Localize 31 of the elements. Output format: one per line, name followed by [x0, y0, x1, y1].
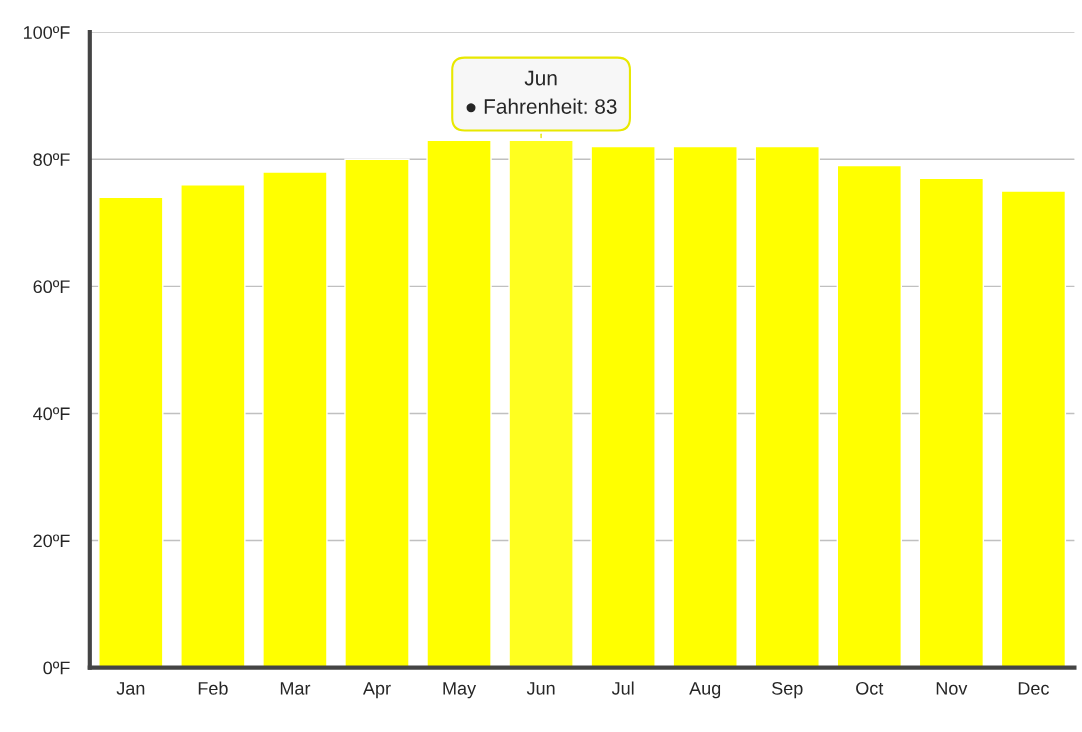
x-tick-label: Apr [362, 682, 391, 699]
annotation: Jun ● Fahrenheit: 83 [466, 70, 617, 114]
bar [918, 177, 985, 668]
bar [344, 158, 410, 668]
y-tick-label: 80ºF [33, 153, 70, 166]
x-tick-label: Aug [689, 682, 721, 699]
bar [672, 145, 738, 668]
bar [1000, 190, 1067, 668]
bar [590, 145, 656, 668]
x-tick-label: May [443, 682, 477, 699]
x-tick-label: Jun [526, 682, 555, 695]
x-tick-label: Mar [280, 682, 311, 695]
x-tick-label: Jan [116, 682, 145, 695]
bar [836, 164, 902, 668]
x-tick-label: Oct [856, 681, 884, 695]
y-tick-label: 60ºF [33, 280, 70, 294]
bar [426, 139, 492, 668]
x-tick-label: Nov [936, 682, 968, 695]
x-tick-label: Feb [198, 681, 228, 695]
bar [262, 171, 328, 668]
bar [98, 196, 164, 668]
bar [508, 139, 574, 668]
y-tick-label: 40ºF [33, 407, 70, 421]
bar [754, 145, 820, 668]
x-tick-label: Dec [1018, 682, 1049, 695]
y-tick-label: 100ºF [23, 26, 70, 39]
x-tick-label: Sep [772, 681, 803, 699]
y-tick-label: 0ºF [43, 661, 70, 675]
x-tick-label: Jul [611, 681, 634, 695]
bar [180, 184, 246, 668]
y-tick-label: 20ºF [33, 534, 70, 548]
